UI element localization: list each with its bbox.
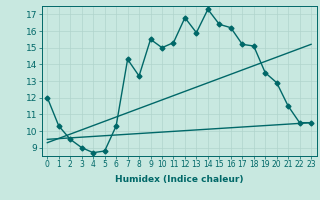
X-axis label: Humidex (Indice chaleur): Humidex (Indice chaleur)	[115, 175, 244, 184]
